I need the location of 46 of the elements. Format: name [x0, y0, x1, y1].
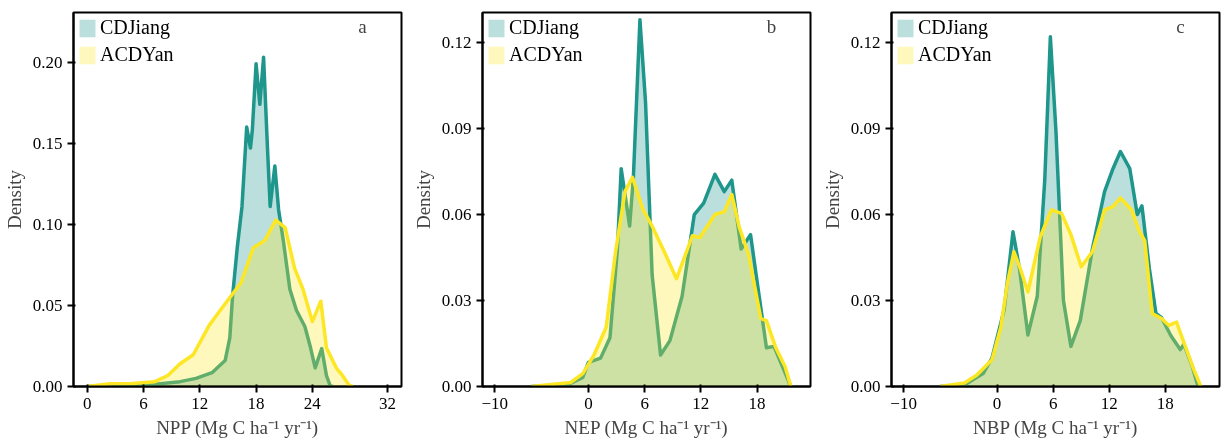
x-tick-label: 12 — [191, 393, 209, 413]
y-axis-title: Density — [821, 169, 843, 230]
legend-label: CDJiang — [100, 16, 170, 39]
x-axis-title: NBP (Mg C ha⁻¹ yr⁻¹) — [973, 416, 1138, 439]
y-tick-label: 0.03 — [441, 291, 472, 311]
y-tick-label: 0.09 — [850, 119, 881, 139]
y-tick-label: 0.12 — [850, 33, 881, 53]
x-tick-label: 18 — [748, 393, 766, 413]
x-tick-label: 0 — [992, 393, 1002, 413]
y-tick-label: 0.09 — [441, 119, 472, 139]
y-tick-label: 0.00 — [850, 377, 881, 396]
y-tick-label: 0.00 — [441, 377, 472, 396]
x-axis-title: NEP (Mg C ha⁻¹ yr⁻¹) — [564, 416, 728, 439]
y-axis-title: Density — [412, 169, 434, 230]
y-tick-label: 0.06 — [850, 205, 881, 225]
annotation: b — [766, 15, 777, 37]
y-tick-label: 0.10 — [32, 214, 63, 234]
legend-label: ACDYan — [100, 43, 174, 66]
x-tick-label: 6 — [139, 393, 148, 413]
legend-label: ACDYan — [918, 43, 992, 66]
annotation: c — [1176, 15, 1185, 37]
y-tick-label: 0.00 — [32, 377, 63, 396]
x-axis-title: NPP (Mg C ha⁻¹ yr⁻¹) — [156, 416, 319, 439]
legend-label: CDJiang — [509, 16, 579, 39]
y-tick-label: 0.20 — [32, 52, 63, 72]
y-tick-label: 0.05 — [32, 295, 63, 315]
y-tick-label: 0.06 — [441, 205, 472, 225]
x-tick-label: 12 — [692, 393, 710, 413]
legend-label: CDJiang — [918, 16, 988, 39]
annotation: a — [358, 15, 368, 37]
y-axis-title: Density — [3, 169, 25, 230]
x-tick-label: 18 — [247, 393, 265, 413]
x-tick-label: 32 — [378, 393, 396, 413]
x-tick-label: 6 — [640, 393, 649, 413]
legend-label: ACDYan — [509, 43, 583, 66]
x-tick-label: −10 — [481, 393, 508, 413]
x-tick-label: −10 — [890, 393, 917, 413]
y-tick-label: 0.12 — [441, 33, 472, 53]
x-tick-label: 12 — [1100, 393, 1118, 413]
y-tick-label: 0.15 — [32, 133, 63, 153]
x-tick-label: 18 — [1156, 393, 1174, 413]
x-tick-label: 0 — [82, 393, 92, 413]
x-tick-label: 0 — [584, 393, 593, 413]
x-tick-label: 6 — [1048, 393, 1058, 413]
x-tick-label: 24 — [303, 393, 322, 413]
y-tick-label: 0.03 — [850, 291, 881, 311]
